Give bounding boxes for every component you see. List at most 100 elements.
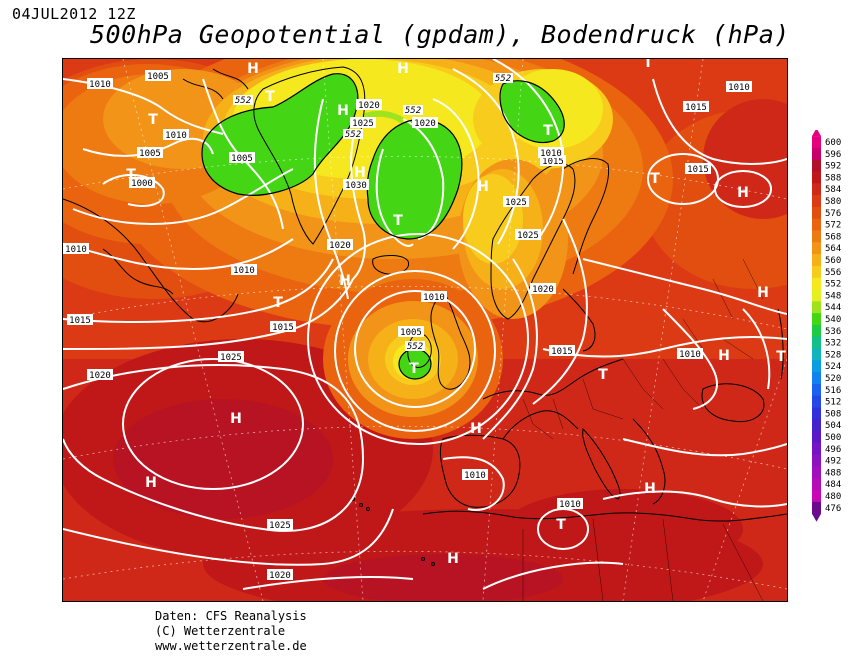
svg-text:1020: 1020 [532,285,554,295]
contour-552-label: 552 [343,129,363,140]
svg-text:1010: 1010 [540,149,562,159]
isobar-label: 1020 [356,99,382,111]
legend-level-label: 488 [825,468,841,478]
legend-swatches [812,128,821,522]
legend-swatch [812,242,821,255]
pressure-center-low: T [393,213,403,229]
isobar-label: 1005 [145,70,171,82]
svg-text:1015: 1015 [551,347,573,357]
isobar-label: 1025 [267,519,293,531]
legend-level-label: 552 [825,280,841,290]
legend-swatch [812,277,821,290]
low-geopotential-552-areas [202,73,565,379]
isobar-labels: 1010 1005 1010 1005 1000 1020 1025 1020 … [63,70,752,581]
isobar-label: 1010 [63,243,89,255]
legend-level-label: 576 [825,209,841,219]
isobar-label: 1015 [685,163,711,175]
legend-level-label: 512 [825,398,841,408]
pressure-center-high: H [397,61,409,77]
legend-swatch [812,171,821,184]
svg-text:552: 552 [345,130,361,140]
legend-swatch [812,360,821,373]
legend-level-label: 544 [825,303,841,313]
coastlines [63,66,787,566]
isobar-label: 1020 [327,239,353,251]
legend-level-label: 504 [825,421,841,431]
weather-map: 1010 1005 1010 1005 1000 1020 1025 1020 … [62,58,788,602]
legend-level-label: 568 [825,232,841,242]
contour-552-label: 552 [405,341,425,352]
svg-text:1005: 1005 [231,154,253,164]
isobar-label: 1000 [129,177,155,189]
svg-text:1025: 1025 [220,353,242,363]
isobar-label: 1020 [530,283,556,295]
legend-level-label: 476 [825,504,841,514]
isobar-label: 1010 [557,498,583,510]
isobar-label: 1005 [398,326,424,338]
legend-swatch [812,206,821,220]
svg-text:1005: 1005 [147,72,169,82]
pressure-center-low: T [273,295,283,311]
legend-swatch [812,136,821,149]
pressure-center-low: T [409,361,419,377]
isobar-label: 1005 [137,147,163,159]
legend-arrow-down [812,513,821,522]
legend-level-label: 564 [825,244,841,254]
svg-text:1020: 1020 [414,119,436,129]
isobar-label: 1015 [67,314,93,326]
legend-level-label: 580 [825,197,841,207]
pressure-center-low: T [650,171,660,187]
legend-swatch [812,442,821,456]
svg-text:1020: 1020 [329,241,351,251]
legend-level-label: 588 [825,173,841,183]
legend-swatch [812,419,821,432]
contour-552-label: 552 [233,95,253,106]
svg-text:1025: 1025 [517,231,539,241]
legend-level-label: 596 [825,150,841,160]
pressure-center-high: H [354,165,366,181]
isobar-label: 1010 [163,129,189,141]
svg-text:1000: 1000 [131,179,153,189]
country-borders [522,258,764,601]
pressure-center-low: T [265,89,275,105]
contour-552-labels: 552 552 552 552 552 [233,73,513,352]
pressure-center-low: T [643,59,653,71]
legend-swatch [812,218,821,231]
isobar-label: 1010 [538,147,564,159]
legend-level-label: 584 [825,185,841,195]
pressure-centers: H T T H T H H T H H T T H H T H H T H T … [126,59,786,567]
svg-text:1030: 1030 [345,181,367,191]
svg-text:1020: 1020 [269,571,291,581]
legend-swatch [812,431,821,444]
legend-swatch [812,490,821,503]
legend-swatch [812,383,821,397]
legend-level-label: 600 [825,138,841,148]
legend-level-label: 536 [825,327,841,337]
legend-arrow-up [812,128,821,137]
website-link[interactable]: www.wetterzentrale.de [155,639,307,653]
pressure-center-low: T [776,349,786,365]
isobar-label: 1025 [503,196,529,208]
pressure-center-high: H [757,285,769,301]
isobar-label: 1015 [683,101,709,113]
svg-text:552: 552 [495,74,511,84]
isobar-label: 1020 [87,369,113,381]
isobar-label: 1010 [421,291,447,303]
isobar-label: 1010 [231,264,257,276]
pressure-center-high: H [470,421,482,437]
svg-text:552: 552 [407,342,423,352]
svg-text:1010: 1010 [464,471,486,481]
legend-swatch [812,395,821,408]
pressure-center-high: H [339,273,351,289]
svg-text:1015: 1015 [542,157,564,167]
legend-level-label: 560 [825,256,841,266]
legend-swatch [812,501,821,515]
legend-swatch [812,159,821,172]
svg-text:1015: 1015 [272,323,294,333]
legend-swatch [812,324,821,338]
legend-level-label: 480 [825,492,841,502]
pressure-center-low: T [543,123,553,139]
pressure-center-high: H [145,475,157,491]
legend-level-label: 484 [825,480,841,490]
legend-level-label: 556 [825,268,841,278]
